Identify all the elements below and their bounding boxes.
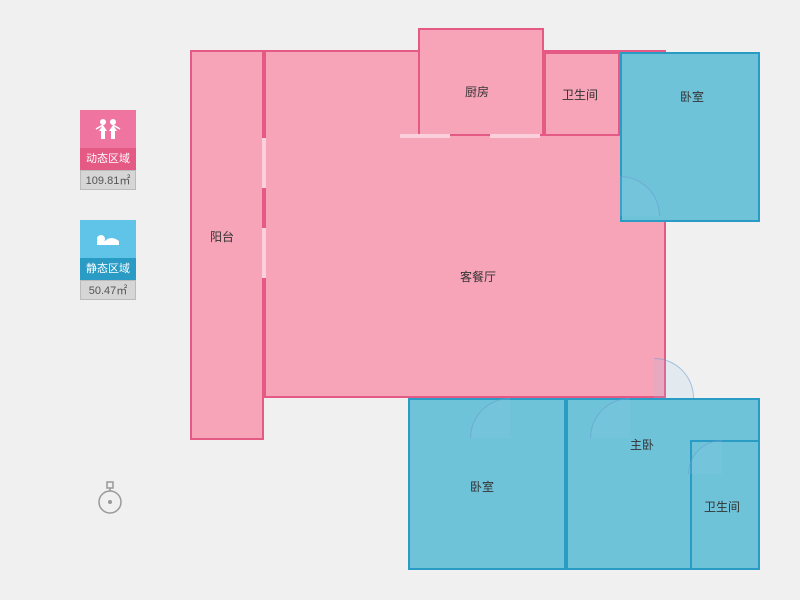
opening-icon	[262, 138, 266, 188]
compass-icon	[95, 480, 125, 521]
label-balcony: 阳台	[210, 228, 234, 245]
people-icon	[80, 110, 136, 148]
floorplan: 阳台 客餐厅 厨房 卫生间 卧室 卧室 主卧 卫生间	[190, 28, 770, 572]
door-icon	[654, 358, 694, 398]
label-bath1: 卫生间	[562, 86, 598, 103]
opening-icon	[400, 134, 450, 138]
label-master: 主卧	[630, 436, 654, 453]
opening-icon	[490, 134, 540, 138]
room-balcony	[190, 50, 264, 440]
legend-static-label: 静态区域	[80, 258, 136, 280]
label-bedroom-right: 卧室	[680, 88, 704, 105]
label-kitchen: 厨房	[465, 83, 489, 100]
label-bedroom-bottom: 卧室	[470, 478, 494, 495]
opening-icon	[262, 228, 266, 278]
legend: 动态区域 109.81㎡ 静态区域 50.47㎡	[80, 110, 136, 330]
label-bath2: 卫生间	[704, 498, 740, 515]
label-living: 客餐厅	[460, 268, 496, 285]
legend-dynamic: 动态区域 109.81㎡	[80, 110, 136, 190]
legend-static: 静态区域 50.47㎡	[80, 220, 136, 300]
legend-dynamic-value: 109.81㎡	[80, 170, 136, 190]
room-kitchen	[418, 28, 544, 136]
legend-dynamic-label: 动态区域	[80, 148, 136, 170]
sleep-icon	[80, 220, 136, 258]
legend-static-value: 50.47㎡	[80, 280, 136, 300]
